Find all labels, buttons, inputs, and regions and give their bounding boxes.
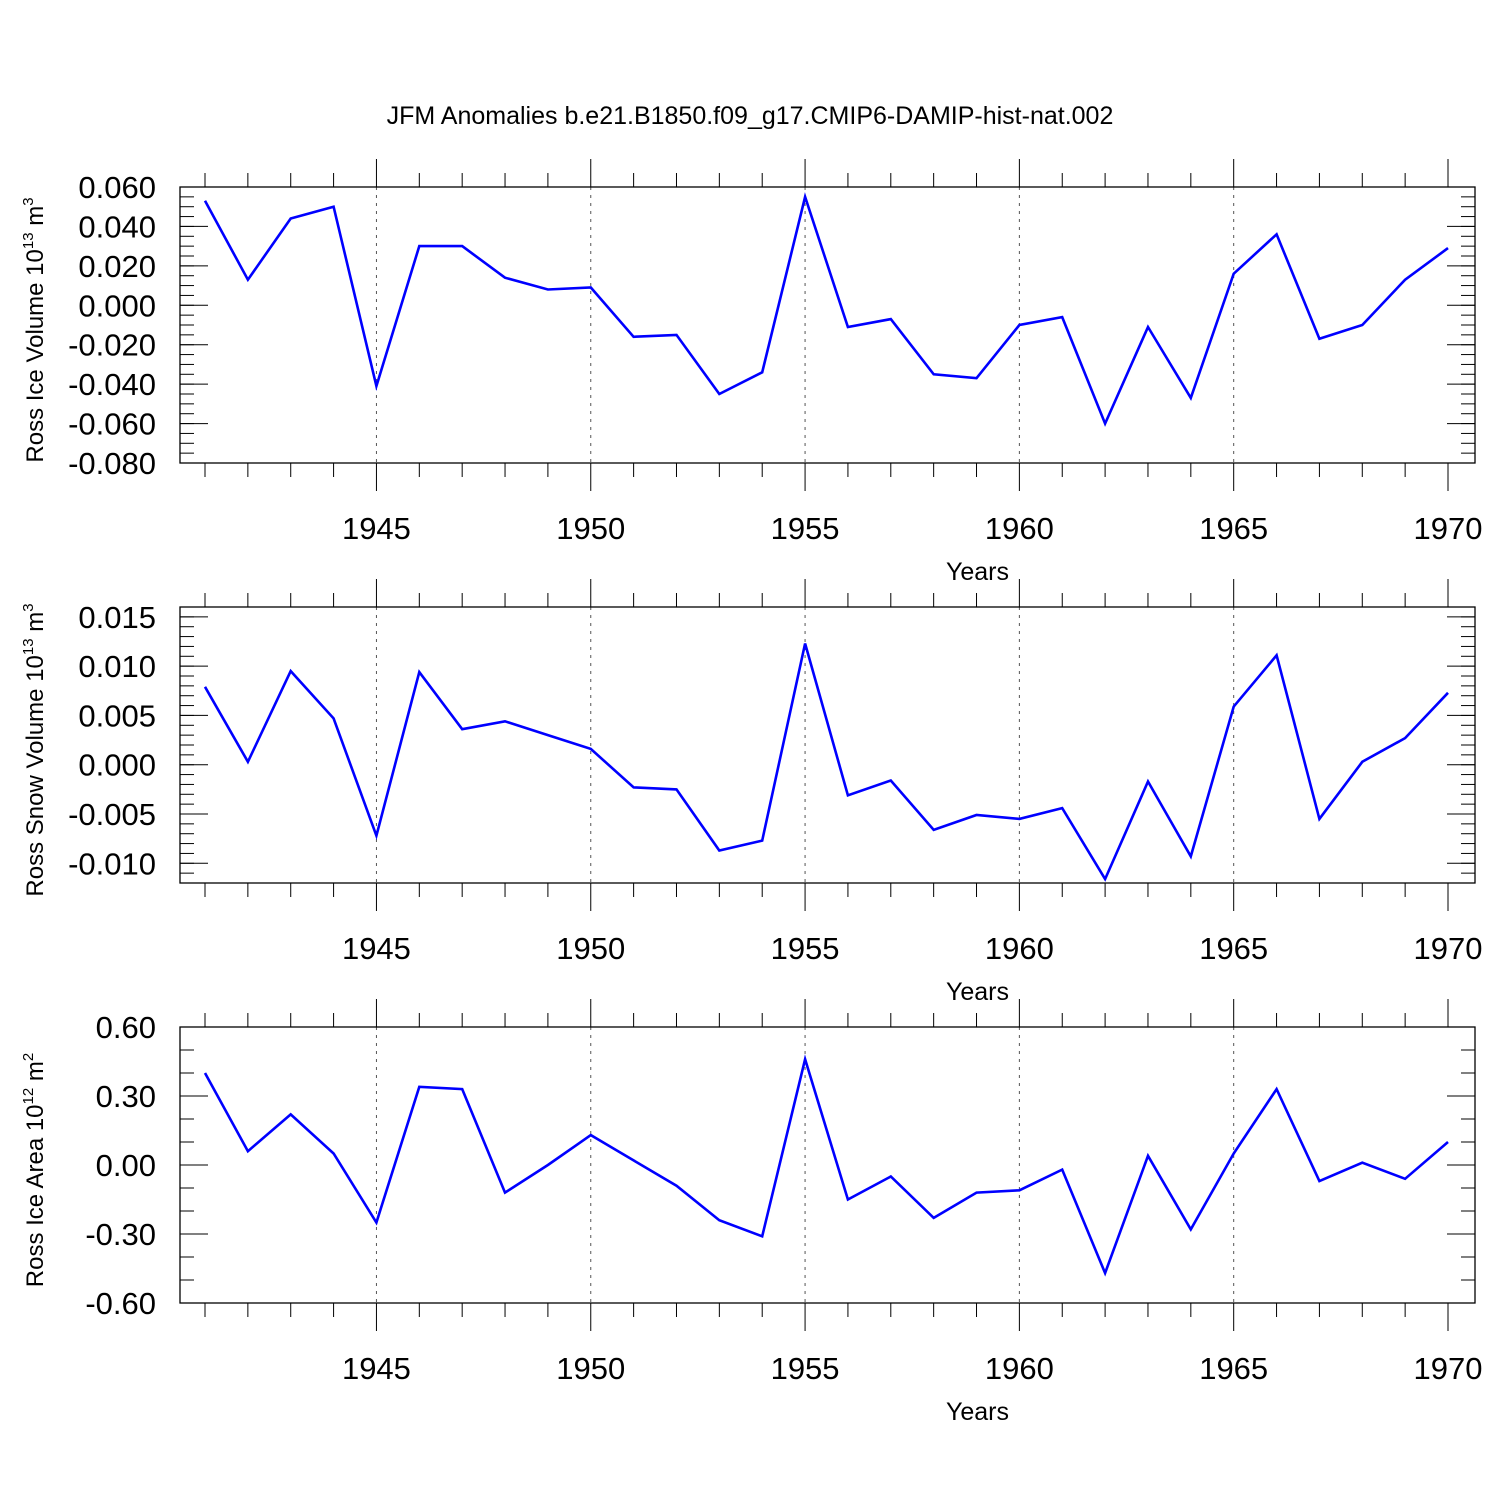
plot-frame — [179, 1026, 1476, 1304]
y-tick-label: -0.010 — [68, 846, 156, 881]
y-axis-label-exponent: 13 — [20, 232, 37, 249]
y-axis-label-exponent: 12 — [20, 1088, 37, 1105]
y-tick-label: 0.000 — [78, 288, 156, 323]
series-line — [203, 1054, 1449, 1277]
x-tick-label: 1960 — [985, 1351, 1054, 1386]
y-axis-label-unit: m — [22, 612, 49, 639]
chart-panel-1: 1945 1950 1955 1960 1965 1970 Years -0.080 -0.06… — [20, 159, 1482, 586]
plot-frame — [179, 606, 1476, 884]
x-tick-label: 1960 — [985, 931, 1054, 966]
y-axis-label-unit-exponent: 3 — [20, 197, 37, 205]
x-tick-label: 1945 — [342, 511, 411, 546]
y-axis-label-unit: m — [22, 206, 49, 233]
y-tick-label: -0.30 — [85, 1217, 156, 1252]
x-tick-label: 1945 — [342, 931, 411, 966]
y-axis-label-unit-exponent: 2 — [20, 1053, 37, 1061]
y-axis-label: Ross Ice Area 1012 m2 — [20, 1053, 49, 1287]
y-tick-label: -0.60 — [85, 1286, 156, 1321]
y-tick-label: 0.040 — [78, 209, 156, 244]
x-tick-label: 1950 — [556, 511, 625, 546]
y-axis-label-text: Ross Ice Area 10 — [22, 1104, 49, 1287]
chart-panel-3: 1945 1950 1955 1960 1965 1970 Years -0.60 -0.30 0… — [20, 999, 1482, 1426]
x-tick-label: 1970 — [1414, 511, 1483, 546]
x-tick-label: 1965 — [1199, 1351, 1268, 1386]
x-tick-label: 1960 — [985, 511, 1054, 546]
y-tick-label: 0.60 — [96, 1010, 156, 1045]
x-tick-label: 1970 — [1414, 1351, 1483, 1386]
y-tick-label: 0.010 — [78, 649, 156, 684]
y-tick-label: 0.015 — [78, 600, 156, 635]
y-axis-label-unit: m — [22, 1061, 49, 1088]
y-tick-label: -0.060 — [68, 407, 156, 442]
x-tick-label: 1950 — [556, 1351, 625, 1386]
x-tick-label: 1955 — [771, 511, 840, 546]
y-tick-label: 0.000 — [78, 748, 156, 783]
x-axis-label: Years — [946, 1398, 1009, 1426]
x-axis-label: Years — [946, 558, 1009, 586]
x-axis-label: Years — [946, 978, 1009, 1006]
y-tick-label: -0.080 — [68, 446, 156, 481]
y-tick-label: -0.040 — [68, 367, 156, 402]
series-line — [203, 643, 1449, 882]
x-tick-label: 1965 — [1199, 511, 1268, 546]
y-axis-label-text: Ross Ice Volume 10 — [22, 249, 49, 462]
y-axis-label-unit-exponent: 3 — [20, 603, 37, 611]
x-tick-label: 1955 — [771, 1351, 840, 1386]
y-axis-label-exponent: 13 — [20, 638, 37, 655]
y-axis-label: Ross Snow Volume 1013 m3 — [20, 603, 49, 896]
y-tick-label: 0.005 — [78, 698, 156, 733]
y-tick-label: -0.020 — [68, 328, 156, 363]
plot-frame — [179, 186, 1476, 464]
y-tick-label: 0.020 — [78, 249, 156, 284]
series-line — [203, 192, 1449, 427]
x-tick-label: 1950 — [556, 931, 625, 966]
y-tick-label: 0.30 — [96, 1079, 156, 1114]
x-tick-label: 1965 — [1199, 931, 1268, 966]
y-tick-label: -0.005 — [68, 797, 156, 832]
chart-title: JFM Anomalies b.e21.B1850.f09_g17.CMIP6-… — [387, 102, 1114, 130]
y-axis-label-text: Ross Snow Volume 10 — [22, 655, 49, 896]
y-tick-label: 0.00 — [96, 1148, 156, 1183]
x-tick-label: 1970 — [1414, 931, 1483, 966]
x-tick-label: 1945 — [342, 1351, 411, 1386]
chart-panel-2: 1945 1950 1955 1960 1965 1970 Years -0.010 -0.00… — [20, 579, 1482, 1006]
x-tick-label: 1955 — [771, 931, 840, 966]
panels-container: 1945 1950 1955 1960 1965 1970 Years -0.080 -0.06… — [20, 159, 1482, 1426]
y-tick-label: 0.060 — [78, 170, 156, 205]
y-axis-label: Ross Ice Volume 1013 m3 — [20, 197, 49, 462]
